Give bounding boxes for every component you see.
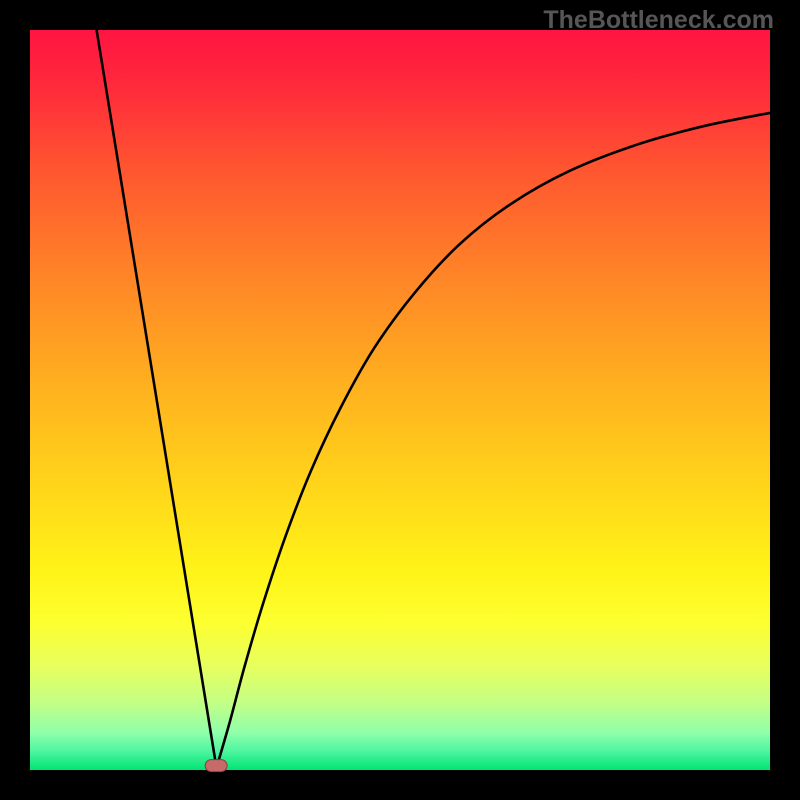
min-point-marker [205,759,228,773]
chart-canvas: TheBottleneck.com [0,0,800,800]
curve-layer [30,30,770,770]
bottleneck-curve [97,30,770,768]
watermark-text: TheBottleneck.com [543,6,774,35]
plot-area [30,30,770,770]
